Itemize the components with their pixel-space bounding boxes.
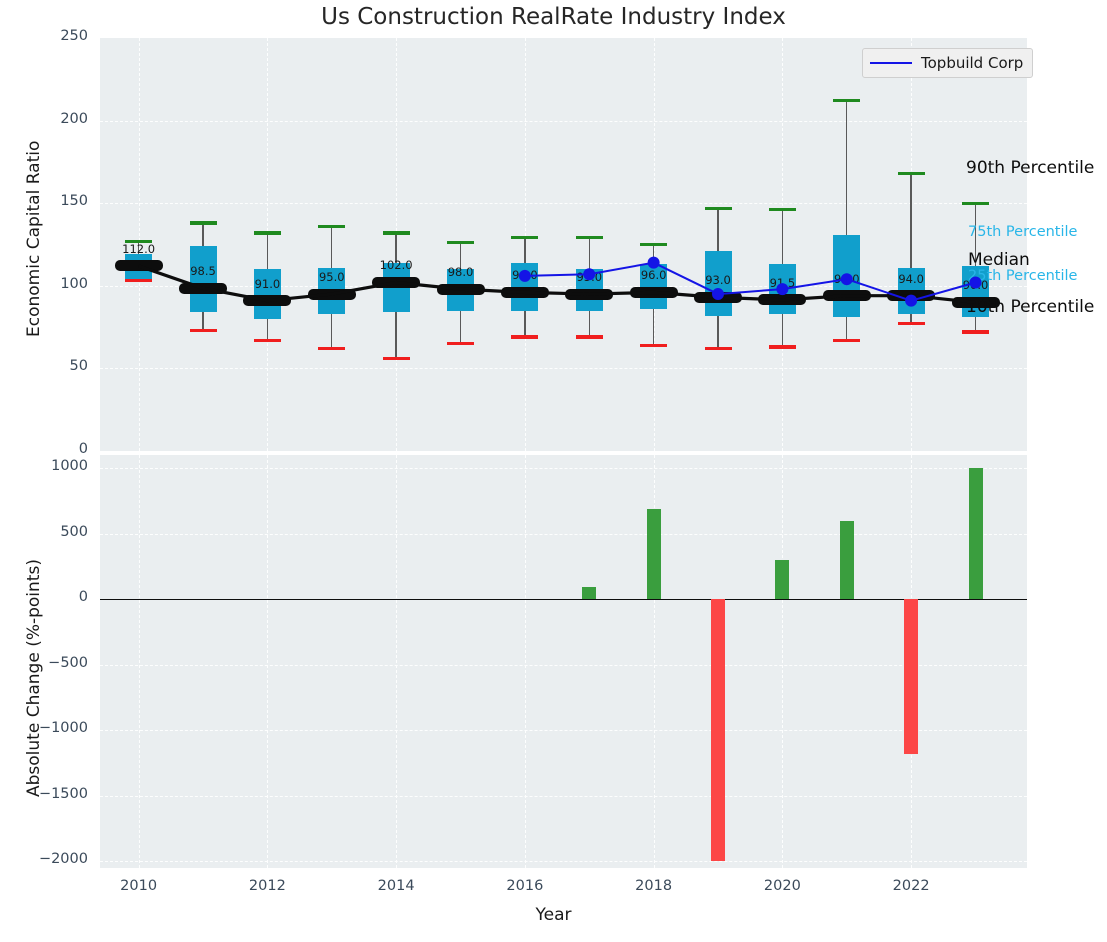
boxplot-median-bar xyxy=(565,288,614,300)
change-bar xyxy=(968,468,983,600)
boxplot-median-bar xyxy=(307,288,356,300)
change-bar xyxy=(711,599,725,862)
boxplot-p90-cap xyxy=(382,231,410,235)
annotation-10th-percentile: 10th Percentile xyxy=(966,297,1095,317)
top-gridline-h xyxy=(100,120,1027,122)
bottom-gridline-v xyxy=(138,455,140,868)
top-ytick-label: 150 xyxy=(60,193,88,210)
boxplot-p90-cap xyxy=(833,99,861,103)
boxplot-p10-cap xyxy=(897,322,925,326)
boxplot-p10-cap xyxy=(640,343,668,347)
boxplot-p90-cap xyxy=(125,239,153,243)
top-ytick-label: 250 xyxy=(60,28,88,44)
boxplot-median-bar xyxy=(694,291,742,303)
change-bar xyxy=(904,599,919,754)
boxplot-p90-cap xyxy=(768,208,796,212)
boxplot-p10-cap xyxy=(447,342,474,346)
boxplot-median-bar xyxy=(243,295,292,307)
bottom-gridline-h xyxy=(100,730,1027,732)
boxplot-p90-cap xyxy=(447,241,474,245)
legend-line-swatch xyxy=(870,62,912,64)
x-tick-label: 2018 xyxy=(635,878,673,894)
bottom-gridline-v xyxy=(396,455,398,868)
boxplot-p90-cap xyxy=(640,242,668,247)
boxplot-p10-cap xyxy=(253,338,281,342)
change-bar xyxy=(839,520,854,600)
change-bar xyxy=(646,508,661,600)
boxplot-p90-cap xyxy=(253,231,281,235)
bottom-gridline-h xyxy=(100,468,1027,470)
boxplot-p10-cap xyxy=(125,279,153,283)
bottom-ytick-label: −500 xyxy=(48,654,88,671)
boxplot-p90-cap xyxy=(318,224,346,228)
bottom-gridline-h xyxy=(100,795,1027,797)
change-bar xyxy=(582,587,597,600)
boxplot-whisker xyxy=(846,100,848,341)
boxplot-p90-cap xyxy=(511,236,539,240)
bottom-gridline-h xyxy=(100,533,1027,535)
boxplot-median-label: 112.0 xyxy=(122,241,156,256)
boxplot-p10-cap xyxy=(833,338,861,342)
boxplot-p90-cap xyxy=(897,171,925,176)
boxplot-p90-cap xyxy=(189,221,217,225)
boxplot-whisker xyxy=(910,173,912,324)
x-tick-label: 2022 xyxy=(892,878,930,894)
top-y-axis-label: Economic Capital Ratio xyxy=(24,140,44,337)
top-gridline-h xyxy=(100,203,1027,205)
boxplot-median-bar xyxy=(758,294,807,306)
boxplot-p10-cap xyxy=(318,346,346,351)
legend: Topbuild Corp xyxy=(862,48,1034,78)
x-tick-label: 2016 xyxy=(506,878,544,894)
boxplot-p10-cap xyxy=(382,356,410,361)
boxplot-p90-cap xyxy=(575,236,603,240)
annotation-75th-percentile: 75th Percentile xyxy=(968,224,1078,240)
boxplot-median-bar xyxy=(822,290,871,302)
bottom-gridline-h xyxy=(100,861,1027,863)
boxplot-p10-cap xyxy=(575,335,603,339)
boxplot-p10-cap xyxy=(189,328,217,332)
x-tick-label: 2012 xyxy=(248,878,286,894)
bottom-ytick-label: −1500 xyxy=(38,785,88,802)
boxplot-median-bar xyxy=(629,286,678,298)
top-ytick-label: 200 xyxy=(60,110,88,127)
top-ytick-label: 50 xyxy=(69,358,88,375)
chart-title: Us Construction RealRate Industry Index xyxy=(321,4,786,30)
bottom-gridline-h xyxy=(100,664,1027,666)
boxplot-p10-cap xyxy=(962,330,989,334)
x-tick-label: 2014 xyxy=(377,878,415,894)
bottom-ytick-label: −2000 xyxy=(38,851,88,868)
top-plot-area xyxy=(100,38,1027,451)
bottom-ytick-label: 500 xyxy=(60,523,88,540)
bottom-gridline-v xyxy=(267,455,269,868)
x-tick-label: 2020 xyxy=(763,878,801,894)
top-ytick-label: 100 xyxy=(60,275,88,292)
boxplot-p10-cap xyxy=(768,345,796,349)
boxplot-median-bar xyxy=(436,283,485,295)
boxplot-p10-cap xyxy=(511,335,539,339)
boxplot-median-bar xyxy=(500,286,549,298)
bottom-gridline-v xyxy=(653,455,655,868)
annotation-25th-percentile: 25th Percentile xyxy=(968,268,1078,284)
bottom-ytick-label: 0 xyxy=(78,589,88,606)
boxplot-p10-cap xyxy=(704,346,732,351)
bottom-ytick-label: 1000 xyxy=(51,458,88,475)
boxplot-p90-cap xyxy=(962,201,989,205)
top-ytick-label: 0 xyxy=(78,441,88,457)
x-axis-label: Year xyxy=(535,905,572,925)
top-gridline-h xyxy=(100,368,1027,370)
boxplot-p90-cap xyxy=(704,206,732,210)
legend-label-topbuild: Topbuild Corp xyxy=(921,54,1024,72)
annotation-median: Median xyxy=(968,250,1030,270)
bottom-ytick-label: −1000 xyxy=(38,720,88,737)
bottom-gridline-v xyxy=(782,455,784,868)
change-bar xyxy=(775,559,790,600)
bottom-zero-line xyxy=(100,599,1027,601)
bottom-plot-area xyxy=(100,455,1027,868)
bottom-gridline-v xyxy=(524,455,526,868)
annotation-90th-percentile: 90th Percentile xyxy=(966,158,1095,178)
x-tick-label: 2010 xyxy=(120,878,158,894)
